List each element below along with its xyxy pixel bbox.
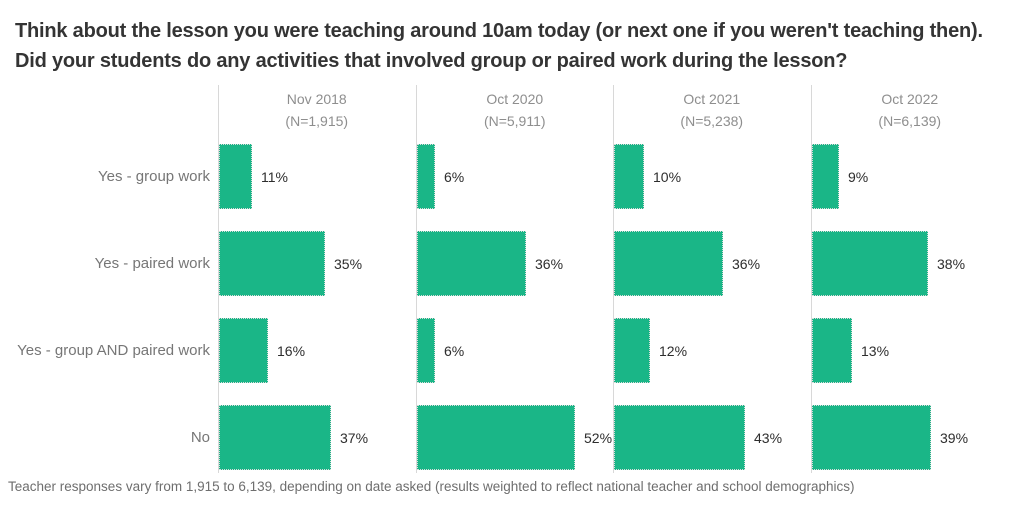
panel-axis-line [416, 85, 417, 473]
panel-header: Oct 2021 (N=5,238) [613, 88, 811, 132]
bar-value-label: 36% [535, 255, 564, 272]
bar [614, 405, 745, 470]
bar-value-label: 16% [277, 342, 306, 359]
bar-value-label: 13% [861, 342, 890, 359]
bar-value-label: 37% [340, 429, 369, 446]
bar [219, 405, 331, 470]
panel-sample-size: (N=5,911) [483, 113, 546, 129]
panel-sample-size: (N=1,915) [285, 113, 349, 129]
category-label: No [190, 429, 210, 446]
panel-wave-label: Nov 2018 [286, 91, 347, 107]
bar-value-label: 6% [444, 342, 465, 359]
panel-axis-line [811, 85, 812, 473]
bar [219, 231, 325, 296]
panel-axis-line [218, 85, 219, 473]
panel-wave-label: Oct 2020 [486, 91, 544, 107]
bar [417, 405, 575, 470]
bar [614, 144, 644, 209]
category-label: Yes - group work [97, 168, 210, 185]
bar-value-label: 12% [659, 342, 688, 359]
bar [219, 144, 252, 209]
bar [417, 144, 435, 209]
bar [812, 231, 928, 296]
category-label: Yes - group AND paired work [17, 342, 210, 359]
bar-value-label: 36% [732, 255, 761, 272]
bar [614, 231, 723, 296]
panel-sample-size: (N=5,238) [680, 113, 744, 129]
panel-wave-label: Oct 2021 [683, 91, 741, 107]
bar-value-label: 38% [937, 255, 966, 272]
bar [417, 318, 435, 383]
panel-header: Oct 2022 (N=6,139) [811, 88, 1009, 132]
bar-value-label: 35% [334, 255, 363, 272]
bar [812, 144, 839, 209]
bar-value-label: 39% [940, 429, 969, 446]
bar-value-label: 9% [848, 168, 869, 185]
bar-value-label: 11% [261, 168, 288, 185]
chart-title: Think about the lesson you were teaching… [15, 20, 983, 72]
panel-axis-line [613, 85, 614, 473]
grouped-bar-chart: Nov 2018 (N=1,915) Oct 2020 (N=5,911) Oct 20… [0, 85, 1024, 473]
bar-value-label: 43% [754, 429, 783, 446]
bar [417, 231, 526, 296]
category-label: Yes - paired work [94, 255, 210, 272]
bar [219, 318, 268, 383]
bar-value-label: 6% [444, 168, 465, 185]
bar-value-label: 52% [584, 429, 613, 446]
bar [812, 405, 931, 470]
panel-header: Nov 2018 (N=1,915) [218, 88, 416, 132]
panel-header: Oct 2020 (N=5,911) [416, 88, 614, 132]
bar [812, 318, 852, 383]
panel-sample-size: (N=6,139) [878, 113, 942, 129]
bar [614, 318, 650, 383]
panel-wave-label: Oct 2022 [881, 91, 939, 107]
bar-value-label: 10% [653, 168, 682, 185]
footnote: Teacher responses vary from 1,915 to 6,1… [8, 479, 855, 494]
